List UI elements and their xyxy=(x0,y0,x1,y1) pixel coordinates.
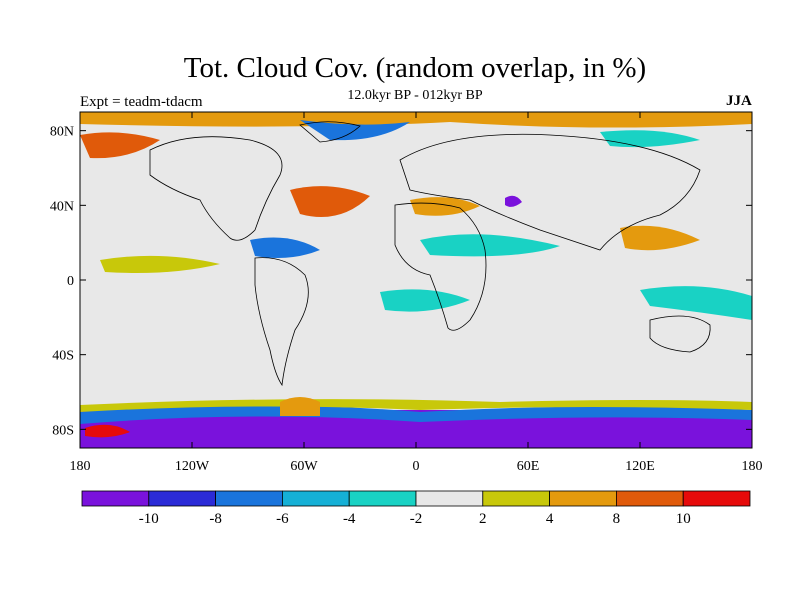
longitude-ticks: 180 120W 60W 0 60E 120E 180 xyxy=(70,112,763,474)
map-background xyxy=(80,112,752,448)
colorbar-label: 8 xyxy=(613,511,621,527)
caribbean-anomaly xyxy=(250,237,320,258)
map-title: Tot. Cloud Cov. (random overlap, in %) xyxy=(183,52,647,84)
southern-ring-anomaly xyxy=(80,399,752,412)
mediterranean-anomaly xyxy=(410,197,480,216)
lon-tick-label: 120W xyxy=(175,459,210,474)
antarctic-edge-anomaly xyxy=(80,405,752,424)
colorbar-label: 2 xyxy=(479,511,487,527)
colorbar-swatch xyxy=(616,490,684,507)
lat-tick-label: 0 xyxy=(67,274,74,289)
north-atlantic-anomaly xyxy=(290,186,370,218)
colorbar-swatch xyxy=(148,490,217,507)
south-america-outline xyxy=(254,257,309,387)
eastern-pacific-anomaly xyxy=(100,255,220,273)
australia-outline xyxy=(649,315,711,353)
colorbar-swatch xyxy=(682,490,751,507)
siberia-anomaly xyxy=(600,130,700,148)
lon-tick-label: 0 xyxy=(413,459,420,474)
lat-tick-label: 80N xyxy=(50,125,74,140)
arctic-anomaly xyxy=(80,112,752,128)
lat-tick-label: 40N xyxy=(50,199,74,214)
lon-tick-label: 60E xyxy=(517,459,540,474)
lat-tick-label: 40S xyxy=(52,349,74,364)
maritime-continent-anomaly xyxy=(640,286,752,320)
colorbar-label: -6 xyxy=(276,511,289,527)
ross-sea-anomaly xyxy=(85,424,130,438)
colorbar-swatch xyxy=(81,490,150,507)
africa-outline xyxy=(394,202,487,331)
western-pacific-anomaly xyxy=(620,225,700,251)
colorbar-label: -4 xyxy=(343,511,356,527)
colorbar-swatch xyxy=(415,490,484,507)
north-america-outline xyxy=(149,136,283,241)
plot-area xyxy=(79,111,753,449)
coastlines xyxy=(149,121,711,387)
sahel-anomaly xyxy=(420,234,560,257)
season-label: JJA xyxy=(726,93,752,109)
colorbar-label: -10 xyxy=(139,511,159,527)
colorbar: -10 -8 -6 -4 -2 2 4 8 10 xyxy=(81,490,751,527)
lat-tick-label: 80S xyxy=(52,423,74,438)
latitude-ticks: 80N 40N 0 40S 80S xyxy=(50,125,752,438)
greenland-outline xyxy=(299,121,361,143)
colorbar-label: 4 xyxy=(546,511,554,527)
lon-tick-label: 180 xyxy=(70,459,91,474)
colorbar-swatch xyxy=(549,490,617,507)
colorbar-label: -8 xyxy=(209,511,222,527)
colorbar-label: -2 xyxy=(410,511,423,527)
colorbar-swatch xyxy=(482,490,550,507)
alaska-anomaly xyxy=(80,132,160,159)
lon-tick-label: 180 xyxy=(742,459,763,474)
eurasia-outline xyxy=(399,133,701,251)
map-subtitle: 12.0kyr BP - 012kyr BP xyxy=(347,88,483,103)
antarctic-peninsula-anomaly xyxy=(280,397,320,416)
lon-tick-label: 120E xyxy=(625,459,655,474)
south-atlantic-anomaly xyxy=(380,289,470,312)
colorbar-swatch xyxy=(281,490,350,507)
colorbar-swatch xyxy=(348,490,417,507)
anomaly-fields xyxy=(80,112,752,448)
colorbar-label: 10 xyxy=(676,511,691,527)
experiment-label: Expt = teadm-tdacm xyxy=(80,94,203,110)
lon-tick-label: 60W xyxy=(290,459,318,474)
caspian-anomaly xyxy=(505,195,522,207)
colorbar-swatch xyxy=(215,490,283,507)
